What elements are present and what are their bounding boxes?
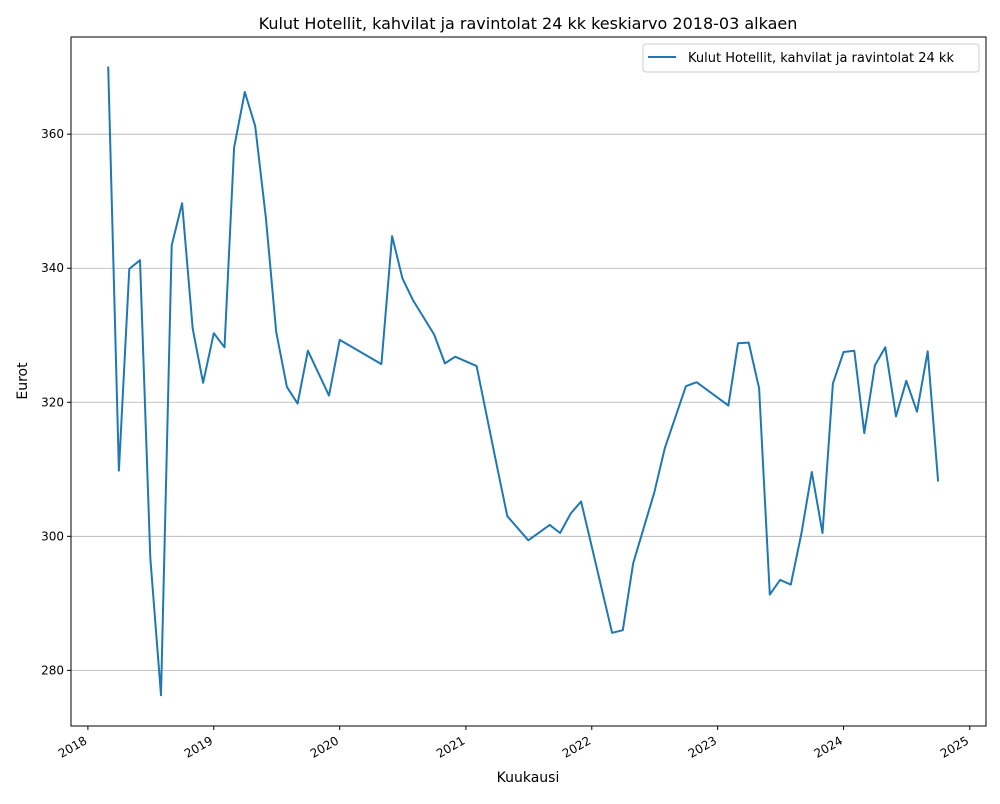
data-point <box>160 694 162 696</box>
data-point <box>916 411 918 413</box>
data-point <box>570 513 572 515</box>
data-point <box>506 515 508 517</box>
legend-box <box>642 43 980 73</box>
data-point <box>549 524 551 526</box>
data-point <box>905 380 907 382</box>
data-point <box>895 415 897 417</box>
data-point <box>307 350 309 352</box>
data-point <box>559 532 561 534</box>
data-point <box>769 594 771 596</box>
data-point <box>611 632 613 634</box>
data-point <box>286 386 288 388</box>
data-point <box>884 346 886 348</box>
data-point <box>412 299 414 301</box>
y-tick-label: 360 <box>41 127 64 141</box>
chart-title: Kulut Hotellit, kahvilat ja ravintolat 2… <box>259 14 798 33</box>
data-point <box>107 66 109 68</box>
data-point <box>653 492 655 494</box>
data-point <box>171 244 173 246</box>
data-point <box>244 91 246 93</box>
data-point <box>149 557 151 559</box>
data-point <box>202 382 204 384</box>
data-point <box>632 562 634 564</box>
data-point <box>476 365 478 367</box>
x-tick-label: 2025 <box>938 733 971 760</box>
data-point <box>748 342 750 344</box>
data-point <box>696 381 698 383</box>
data-point <box>454 356 456 358</box>
x-axis-label: Kuukausi <box>497 770 560 786</box>
legend: Kulut Hotellit, kahvilat ja ravintolat 2… <box>642 43 980 73</box>
x-tick-label: 2020 <box>308 733 341 760</box>
data-point <box>213 332 215 334</box>
data-point <box>118 470 120 472</box>
grid-lines <box>71 133 986 671</box>
data-point <box>822 532 824 534</box>
y-axis-ticks: 280 300 320 340 360 <box>41 127 71 677</box>
y-tick-label: 340 <box>41 261 64 275</box>
data-point <box>843 351 845 353</box>
series-line <box>107 66 940 697</box>
x-tick-label: 2019 <box>182 733 215 760</box>
data-point <box>580 501 582 503</box>
data-point <box>339 339 341 341</box>
data-point <box>758 387 760 389</box>
data-point <box>297 403 299 405</box>
data-point <box>853 350 855 352</box>
data-point <box>664 447 666 449</box>
data-point <box>328 395 330 397</box>
y-tick-label: 320 <box>41 395 64 409</box>
data-point <box>874 364 876 366</box>
data-point <box>139 259 141 261</box>
x-tick-label: 2018 <box>56 733 89 760</box>
data-point <box>444 362 446 364</box>
data-point <box>224 346 226 348</box>
data-point <box>181 202 183 204</box>
data-point <box>801 532 803 534</box>
data-point <box>779 579 781 581</box>
data-point <box>265 217 267 219</box>
data-point <box>527 539 529 541</box>
data-point <box>737 342 739 344</box>
x-tick-label: 2024 <box>812 733 845 760</box>
y-axis-label: Eurot <box>15 362 31 400</box>
x-tick-label: 2021 <box>434 733 467 760</box>
data-point <box>927 350 929 352</box>
data-point <box>380 363 382 365</box>
data-point <box>937 480 939 482</box>
data-point <box>685 385 687 387</box>
data-point <box>254 125 256 127</box>
data-point <box>790 584 792 586</box>
data-point <box>811 471 813 473</box>
data-point <box>233 147 235 149</box>
plot-frame <box>70 36 987 727</box>
data-point <box>128 268 130 270</box>
x-axis-ticks: 2018 2019 2020 2021 2022 2023 2024 2025 <box>56 726 971 761</box>
data-point <box>401 277 403 279</box>
data-point <box>727 405 729 407</box>
y-tick-label: 280 <box>41 663 64 677</box>
data-point <box>863 432 865 434</box>
legend-label: Kulut Hotellit, kahvilat ja ravintolat 2… <box>688 51 954 66</box>
data-point <box>496 465 498 467</box>
x-tick-label: 2023 <box>686 733 719 760</box>
data-point <box>391 235 393 237</box>
x-tick-label: 2022 <box>560 733 593 760</box>
data-point <box>192 328 194 330</box>
y-tick-label: 300 <box>41 529 64 543</box>
data-point <box>832 383 834 385</box>
data-points <box>107 66 939 697</box>
data-point <box>275 331 277 333</box>
data-point <box>433 334 435 336</box>
data-point <box>622 629 624 631</box>
